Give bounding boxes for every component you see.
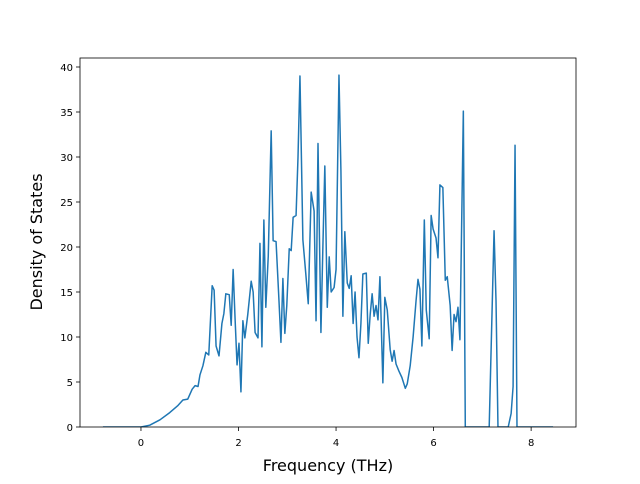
x-axis-label: Frequency (THz) — [263, 456, 393, 475]
data-line — [102, 74, 554, 427]
x-tick-label: 6 — [430, 438, 436, 449]
x-tick-label: 4 — [333, 438, 339, 449]
y-tick-label: 25 — [60, 198, 73, 209]
y-tick-label: 30 — [60, 153, 73, 164]
y-tick-label: 0 — [67, 423, 73, 434]
y-tick-label: 15 — [60, 288, 73, 299]
y-tick-label: 20 — [60, 243, 73, 254]
x-tick-label: 0 — [138, 438, 144, 449]
y-axis-label: Density of States — [27, 173, 46, 310]
x-tick-label: 2 — [235, 438, 241, 449]
x-tick-label: 8 — [528, 438, 534, 449]
plot-frame — [79, 57, 577, 428]
y-tick-label: 40 — [60, 63, 73, 74]
y-tick-label: 35 — [60, 108, 73, 119]
y-tick-label: 10 — [60, 333, 73, 344]
y-tick-label: 5 — [67, 378, 73, 389]
